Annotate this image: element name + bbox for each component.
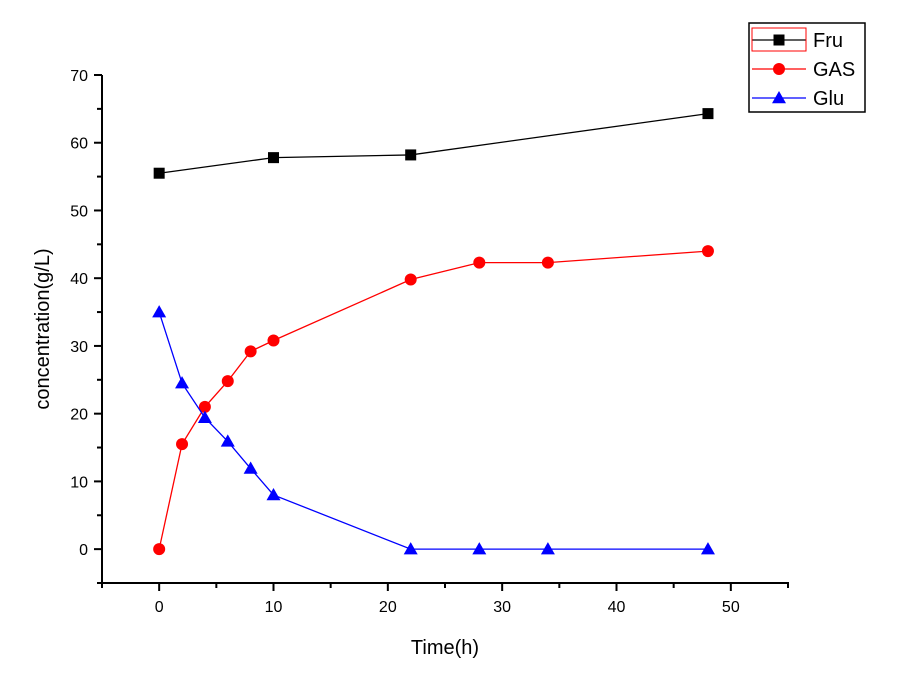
x-tick-label: 30 xyxy=(493,599,511,616)
data-point-glu xyxy=(243,461,258,474)
data-point-fru xyxy=(702,108,714,120)
y-axis-ticks: 0 10 20 30 40 50 60 70 xyxy=(70,68,102,584)
x-tick-label: 0 xyxy=(155,599,164,616)
y-tick-label: 30 xyxy=(70,339,88,356)
y-tick-label: 40 xyxy=(70,271,88,288)
legend-marker-square-icon xyxy=(773,34,785,46)
legend-label: Glu xyxy=(813,88,844,110)
data-point-glu xyxy=(540,542,555,555)
data-point-fru xyxy=(405,149,417,161)
data-point-glu xyxy=(700,542,715,555)
x-axis-title: Time(h) xyxy=(411,637,479,659)
x-tick-label: 20 xyxy=(379,599,397,616)
data-point-gas xyxy=(221,375,234,388)
legend: Fru GAS Glu xyxy=(748,22,866,113)
data-point-glu xyxy=(152,305,167,318)
y-tick-label: 50 xyxy=(70,203,88,220)
data-point-glu xyxy=(197,410,212,423)
data-point-gas xyxy=(244,345,257,358)
x-tick-label: 40 xyxy=(608,599,626,616)
series-line-glu xyxy=(158,311,708,550)
x-tick-label: 10 xyxy=(265,599,283,616)
y-tick-label: 70 xyxy=(70,68,88,85)
y-tick-label: 0 xyxy=(79,542,88,559)
y-tick-label: 20 xyxy=(70,407,88,424)
data-point-gas xyxy=(153,543,166,556)
x-tick-label: 50 xyxy=(722,599,740,616)
data-point-glu xyxy=(220,434,235,447)
legend-label: Fru xyxy=(813,30,843,52)
legend-marker-circle-icon xyxy=(773,63,785,75)
legend-marker-triangle-icon xyxy=(772,91,786,104)
legend-selection-box xyxy=(751,27,807,52)
y-axis-title: concentration(g/L) xyxy=(32,248,54,409)
data-point-glu xyxy=(403,542,418,555)
data-point-gas xyxy=(198,400,211,413)
series-glu xyxy=(152,305,715,555)
data-point-fru xyxy=(153,167,165,179)
series-gas xyxy=(153,245,714,556)
plot-area xyxy=(152,108,715,556)
y-tick-label: 10 xyxy=(70,474,88,491)
legend-item-gas: GAS xyxy=(752,59,855,81)
data-point-gas xyxy=(267,334,280,347)
data-point-gas xyxy=(541,256,554,269)
legend-item-glu: Glu xyxy=(752,88,844,110)
series-line-fru xyxy=(159,112,709,174)
data-point-gas xyxy=(701,245,714,258)
data-point-gas xyxy=(176,438,189,451)
data-point-fru xyxy=(268,152,279,164)
axes: 0 10 20 30 40 50 0 10 20 30 40 50 60 70 xyxy=(70,68,789,616)
data-point-glu xyxy=(472,542,487,555)
data-point-gas xyxy=(404,273,417,286)
data-point-glu xyxy=(266,487,281,501)
x-axis-ticks: 0 10 20 30 40 50 xyxy=(101,583,789,616)
series-line-gas xyxy=(158,250,709,550)
legend-label: GAS xyxy=(813,59,855,81)
legend-frame xyxy=(748,22,866,113)
legend-item-fru: Fru xyxy=(752,30,843,52)
series-fru xyxy=(153,108,714,179)
data-point-glu xyxy=(175,376,190,389)
y-tick-label: 60 xyxy=(70,136,88,153)
data-point-gas xyxy=(473,256,486,269)
